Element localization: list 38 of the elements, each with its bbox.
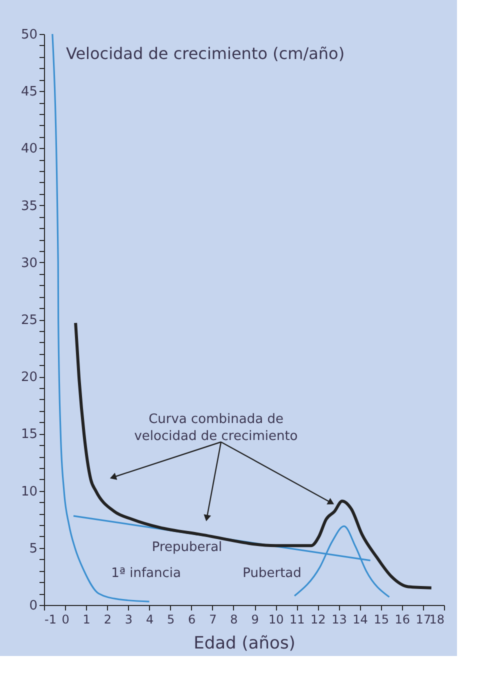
annotation: 1ª infancia [111,566,181,581]
x-tick-label: 12 [310,612,326,626]
x-tick-label: 13 [332,612,347,626]
x-tick-label: 11 [289,612,305,626]
x-tick-label: 8 [230,612,238,626]
line-series [74,321,433,590]
y-tick-label: 20 [20,370,38,386]
y-tick-label: 40 [20,142,38,157]
annotation: Pubertad [242,566,302,581]
x-tick-label: 3 [124,612,133,626]
y-tick-label: 5 [29,541,38,556]
x-tick-label: 14 [352,612,368,626]
x-tick-label: 2 [104,612,112,626]
x-tick-label: 1 [82,612,90,626]
x-tick-label: 10 [268,612,284,626]
y-tick-label: 0 [29,598,38,614]
y-tick-label: 30 [20,256,38,271]
x-tick-label: -1 [44,612,56,626]
x-tick-label: 0 [62,612,70,626]
x-tick-label: 18 [429,612,444,626]
x-tick-label: 6 [188,612,196,626]
y-tick-label: 15 [20,427,38,442]
y-axis-title: Velocidad de crecimiento (cm/año) [66,44,345,63]
x-tick-label: 15 [374,612,389,626]
x-tick-label: 16 [394,612,410,626]
y-tick-label: 25 [20,313,38,328]
x-tick-label: 4 [146,612,154,626]
x-tick-label: 5 [166,612,175,626]
annotation: Prepuberal [152,540,222,555]
x-axis-title: Edad (años) [194,634,296,654]
x-tick-label: 7 [209,612,217,626]
y-tick-label: 50 [20,28,38,42]
y-tick-label: 45 [20,84,38,100]
x-tick-label: 9 [251,612,259,626]
y-tick-label: 10 [20,484,38,500]
annotation: Curva combinada de velocidad de crecimiento [134,412,298,444]
y-tick-label: 35 [20,198,38,214]
x-tick-label: 17 [416,612,432,626]
